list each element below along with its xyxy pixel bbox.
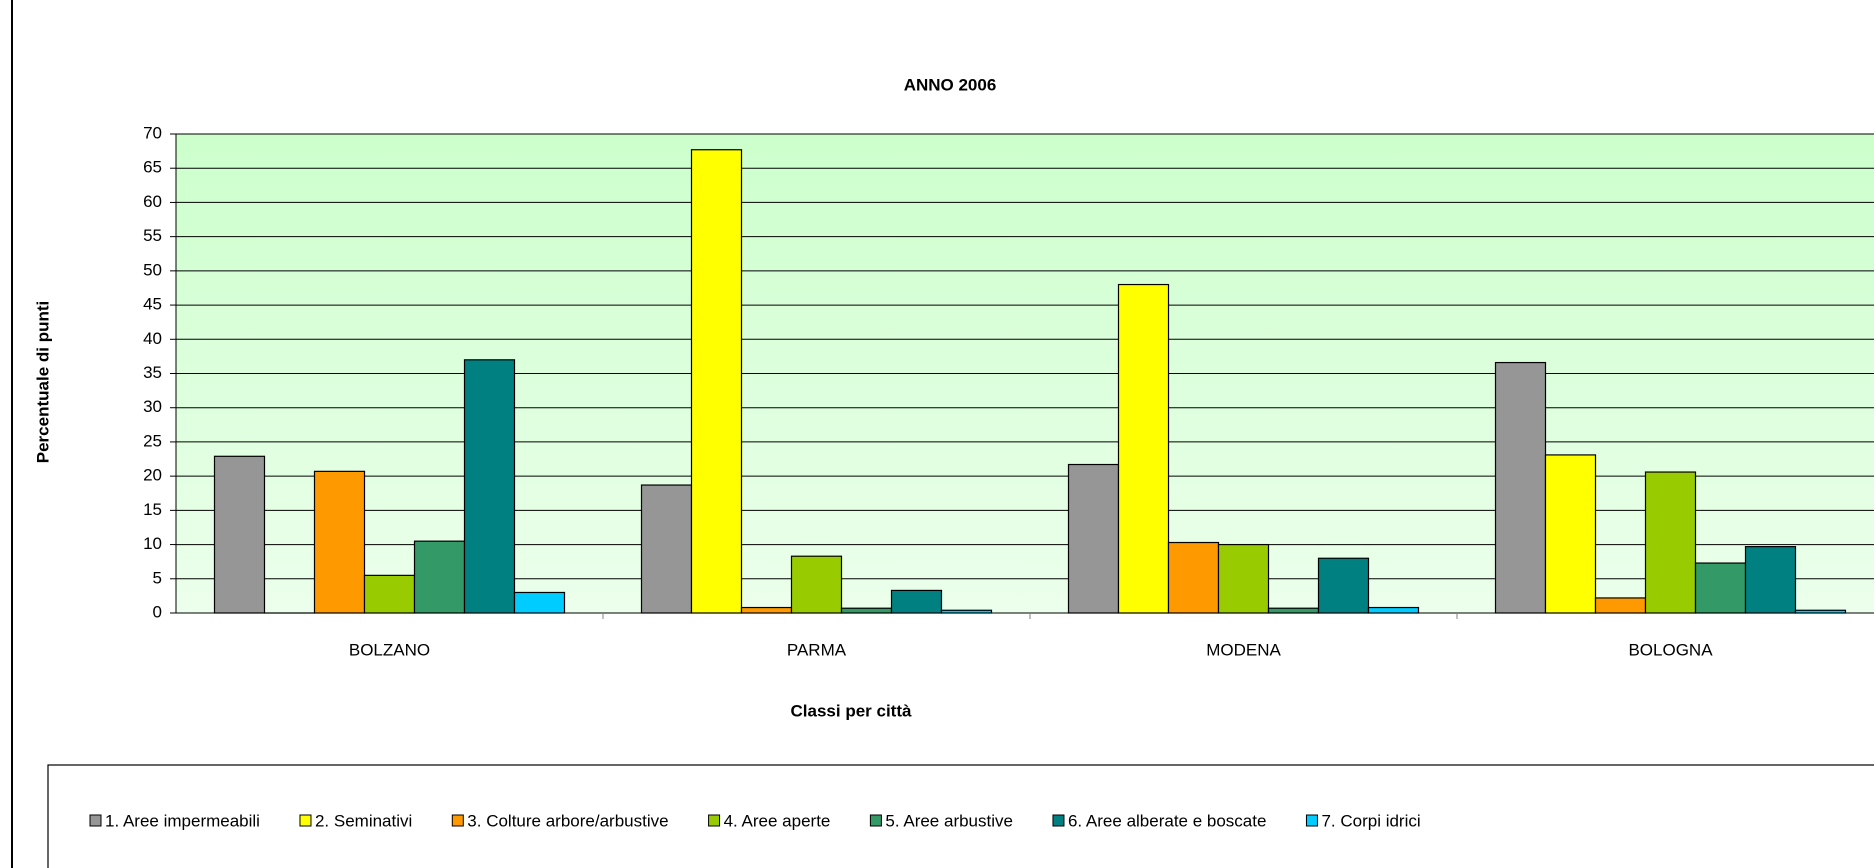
legend-swatch [1305, 814, 1318, 827]
y-tick-label: 15 [143, 500, 162, 519]
bar [840, 607, 893, 614]
y-tick-label: 65 [143, 158, 162, 177]
y-tick-label: 45 [143, 295, 162, 314]
legend-swatch [299, 814, 312, 827]
y-tick-label: 60 [143, 192, 162, 211]
legend-box [47, 764, 1874, 868]
y-tick-label: 40 [143, 329, 162, 348]
bar [890, 589, 943, 614]
bar [1494, 361, 1547, 614]
legend-swatch [451, 814, 464, 827]
bar [363, 574, 416, 614]
bar [790, 555, 843, 614]
x-tick-label: PARMA [787, 640, 847, 659]
y-axis-title: Percentuale di punti [33, 301, 52, 463]
y-tick-label: 20 [143, 466, 162, 485]
y-tick-label: 0 [153, 602, 162, 621]
y-tick-label: 30 [143, 397, 162, 416]
legend-label: 6. Aree alberate e boscate [1068, 811, 1266, 830]
legend-label: 7. Corpi idrici [1321, 811, 1420, 830]
bar [690, 149, 743, 614]
legend-label: 1. Aree impermeabili [105, 811, 260, 830]
y-tick-label: 35 [143, 363, 162, 382]
legend-swatch [708, 814, 721, 827]
bar [740, 606, 793, 614]
y-tick-label: 70 [143, 123, 162, 142]
bar [1544, 454, 1597, 614]
bar [1067, 463, 1120, 614]
bar [1644, 471, 1697, 614]
y-tick-label: 10 [143, 534, 162, 553]
bar [1594, 597, 1647, 614]
bar [213, 455, 266, 614]
x-tick-label: MODENA [1206, 640, 1281, 659]
x-tick-label: BOLOGNA [1628, 640, 1713, 659]
legend-label: 2. Seminativi [315, 811, 412, 830]
bar [1744, 546, 1797, 614]
chart-title: ANNO 2006 [904, 75, 997, 94]
bar [1217, 543, 1270, 614]
legend-label: 5. Aree arbustive [885, 811, 1013, 830]
y-tick-label: 25 [143, 431, 162, 450]
x-axis-title: Classi per città [791, 701, 912, 720]
bar [1267, 607, 1320, 614]
y-tick-label: 5 [153, 568, 162, 587]
bar [640, 484, 693, 614]
legend-label: 4. Aree aperte [724, 811, 831, 830]
bar [413, 540, 466, 614]
legend-swatch [869, 814, 882, 827]
legend-label: 3. Colture arbore/arbustive [467, 811, 668, 830]
x-tick-label: BOLZANO [349, 640, 430, 659]
bar [1167, 541, 1220, 614]
bar [1117, 283, 1170, 614]
legend-swatch [89, 814, 102, 827]
bar [1694, 562, 1747, 614]
bar [463, 359, 516, 614]
bar [1367, 606, 1420, 614]
y-tick-label: 50 [143, 260, 162, 279]
bar [1317, 557, 1370, 614]
bar [513, 591, 566, 614]
bar [313, 470, 366, 614]
bar [940, 609, 993, 614]
y-tick-label: 55 [143, 226, 162, 245]
bar [1794, 609, 1847, 614]
legend-swatch [1052, 814, 1065, 827]
